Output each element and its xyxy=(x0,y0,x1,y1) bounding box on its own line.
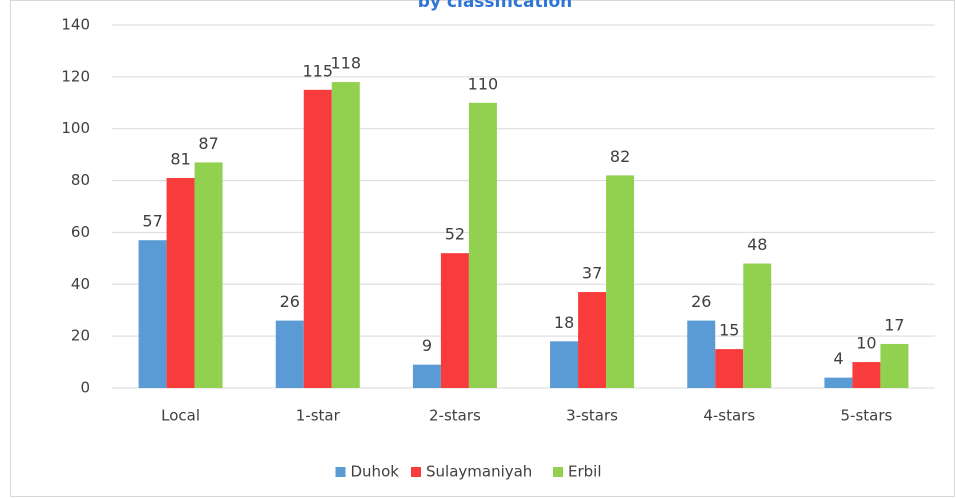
y-tick-label: 60 xyxy=(71,223,90,241)
bar xyxy=(743,263,772,388)
legend-label: Erbil xyxy=(568,463,602,481)
bar xyxy=(880,343,909,388)
legend-swatch xyxy=(335,467,346,477)
bar xyxy=(138,240,167,388)
bar xyxy=(824,377,853,388)
data-label: 115 xyxy=(302,61,333,80)
data-label: 37 xyxy=(582,264,602,283)
data-label: 57 xyxy=(142,212,162,231)
data-label: 18 xyxy=(554,313,574,332)
bar xyxy=(687,320,716,388)
x-tick-label: 1-star xyxy=(296,407,341,425)
data-label: 26 xyxy=(280,292,300,311)
legend-swatch xyxy=(411,467,421,477)
data-label: 110 xyxy=(468,74,499,93)
legend-swatch xyxy=(553,467,563,477)
legend-label: Duhok xyxy=(351,463,400,481)
data-label: 10 xyxy=(856,334,876,353)
bar xyxy=(550,341,579,388)
x-tick-label: 4-stars xyxy=(703,407,755,425)
data-label: 87 xyxy=(198,134,218,153)
bar xyxy=(578,292,607,388)
bar xyxy=(852,362,881,388)
legend-label: Sulaymaniyah xyxy=(426,463,532,481)
y-tick-label: 20 xyxy=(71,327,90,345)
data-label: 26 xyxy=(691,292,711,311)
data-label: 82 xyxy=(610,147,630,166)
x-tick-label: Local xyxy=(161,407,200,425)
data-label: 81 xyxy=(170,149,190,168)
data-label: 15 xyxy=(719,321,739,340)
y-tick-label: 120 xyxy=(61,67,90,85)
y-tick-label: 40 xyxy=(71,275,90,293)
bar xyxy=(606,175,635,388)
bar xyxy=(331,82,360,389)
bar xyxy=(468,102,497,389)
x-tick-label: 3-stars xyxy=(566,407,618,425)
y-tick-label: 100 xyxy=(61,119,90,137)
bar xyxy=(275,320,304,388)
x-tick-label: 5-stars xyxy=(841,407,893,425)
data-label: 9 xyxy=(422,336,432,355)
bar xyxy=(412,364,441,388)
x-tick-label: 2-stars xyxy=(429,407,481,425)
data-label: 17 xyxy=(884,315,904,334)
y-tick-label: 140 xyxy=(61,16,90,34)
chart-title: by classification xyxy=(418,0,573,12)
bar xyxy=(715,349,744,388)
bar xyxy=(194,162,223,388)
data-label: 4 xyxy=(833,349,843,368)
data-label: 52 xyxy=(445,225,465,244)
y-tick-label: 80 xyxy=(71,171,90,189)
y-tick-label: 0 xyxy=(80,379,90,397)
data-label: 48 xyxy=(747,235,767,254)
bar xyxy=(303,89,332,389)
data-label: 118 xyxy=(330,54,361,73)
bar xyxy=(166,177,195,388)
bar xyxy=(440,253,469,388)
